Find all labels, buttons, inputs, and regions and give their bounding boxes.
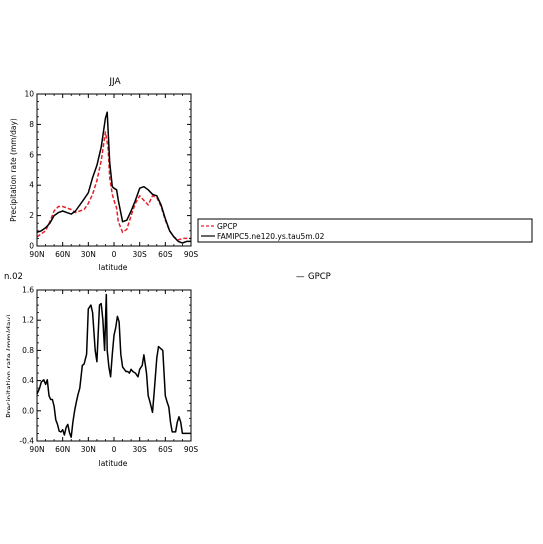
top-y-tick-label: 2 [29, 211, 34, 220]
top-x-tick-label: 60N [55, 250, 70, 259]
bottom-panel-y-axis-label: Precipitation rate (mm/day) [5, 314, 14, 418]
legend-box [197, 218, 533, 243]
top-y-tick-label: 4 [29, 181, 34, 190]
fragment-left-label: n.02 [4, 272, 23, 282]
top-plot-frame [36, 93, 192, 247]
top-y-tick-label: 6 [29, 150, 34, 159]
bottom-y-tick-label: 0.8 [22, 346, 34, 355]
bottom-x-tick-label: 30S [133, 445, 148, 454]
top-x-tick-label: 90S [184, 250, 199, 259]
fragment-right-legend-label: GPCP [308, 272, 331, 282]
top-panel-y-axis-label: Precipitation rate (mm/day) [9, 118, 18, 222]
bottom-x-tick-label: 60S [158, 445, 173, 454]
top-panel: JJA Precipitation rate (mm/day) latitude… [9, 77, 198, 272]
bottom-x-tick-label: 90N [29, 445, 44, 454]
top-x-tick-label: 60S [158, 250, 173, 259]
top-panel-marks: 0 2 4 6 8 10 90N 60N 30N 0 30S 60S 90S [24, 90, 198, 260]
bottom-plot-frame [36, 289, 192, 442]
bottom-x-tick-label: 30N [81, 445, 96, 454]
top-y-tick-label: 8 [29, 120, 34, 129]
bottom-y-tick-label: 1.6 [22, 286, 34, 295]
top-y-tick-label: 0 [29, 242, 34, 251]
legend-label-gpcp: GPCP [217, 222, 238, 231]
bottom-x-tick-label: 60N [55, 445, 70, 454]
top-series-line-1 [36, 131, 191, 241]
top-x-tick-label: 0 [112, 250, 117, 259]
legend-label-model: FAMIPC5.ne120.ys.tau5m.02 [217, 232, 325, 241]
top-panel-x-axis-label: latitude [99, 263, 128, 272]
top-y-tick-label: 10 [24, 90, 34, 99]
bottom-x-tick-label: 90S [184, 445, 199, 454]
top-x-tick-label: 90N [29, 250, 44, 259]
bottom-panel-marks: -0.4 0.0 0.4 0.8 1.2 1.6 90N 60N 30N 0 30S 60S 90S [19, 286, 198, 455]
bottom-panel-x-axis-label: latitude [99, 459, 128, 468]
top-x-tick-label: 30S [133, 250, 148, 259]
bottom-x-tick-label: 0 [112, 445, 117, 454]
bottom-series-line-1 [36, 293, 191, 438]
bottom-panel: Precipitation rate (mm/day) latitude -0.… [5, 286, 198, 469]
bottom-y-tick-label: 1.2 [22, 316, 34, 325]
top-series-line-2 [36, 111, 191, 244]
fragment-right-legend-line: — [296, 272, 305, 282]
top-x-tick-label: 30N [81, 250, 96, 259]
bottom-y-tick-label: -0.4 [19, 437, 34, 446]
bottom-y-tick-label: 0.4 [22, 376, 34, 385]
top-panel-title: JJA [108, 77, 121, 87]
bottom-y-tick-label: 0.0 [22, 406, 34, 415]
legend: GPCP FAMIPC5.ne120.ys.tau5m.02 [197, 218, 533, 243]
